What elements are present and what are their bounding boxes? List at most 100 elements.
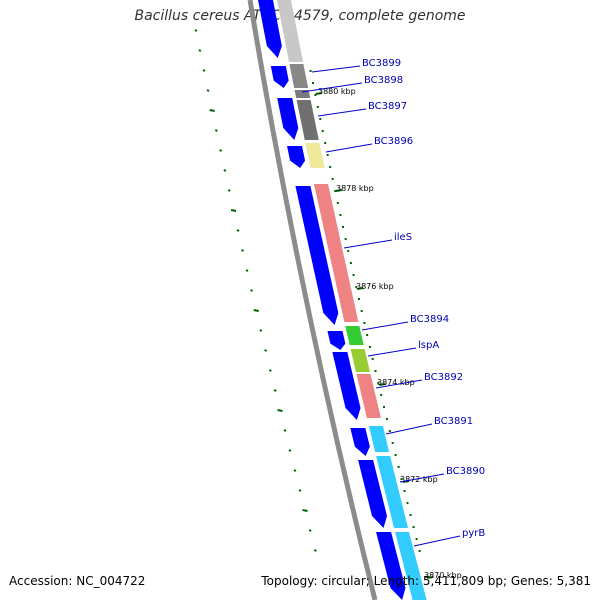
label-leader-line	[311, 65, 361, 73]
genome-info-text: Topology: circular; Length: 5,411,809 bp…	[261, 574, 591, 588]
gc-tick	[241, 249, 244, 252]
gc-tick	[302, 509, 308, 512]
scale-dot	[329, 166, 332, 168]
scale-dot	[366, 334, 369, 336]
scale-dot	[371, 358, 374, 360]
gc-tick	[277, 409, 283, 412]
scale-dot	[344, 238, 347, 240]
scale-dot	[409, 514, 412, 516]
scale-dot	[385, 418, 388, 420]
scale-dot	[352, 274, 355, 276]
strand-arrow	[350, 428, 370, 456]
scale-dot	[314, 94, 317, 96]
cog-block	[376, 456, 409, 528]
gc-tick	[298, 489, 302, 492]
gc-tick	[293, 469, 297, 472]
kbp-tick-mark	[402, 480, 409, 483]
gc-tick	[198, 49, 202, 52]
cog-block	[395, 532, 427, 600]
scale-dot	[347, 250, 350, 252]
kbp-label: 3880 kbp	[318, 87, 356, 96]
strand-arrow	[277, 98, 299, 140]
cog-block	[277, 0, 304, 62]
gc-tick	[206, 89, 210, 92]
gene-labels: BC3899 BC3898 BC3897 BC3896 ileS BC3894 lspA BC…	[301, 58, 485, 547]
strand-arrow	[358, 460, 388, 528]
cog-block	[289, 64, 309, 88]
cog-block	[296, 100, 319, 140]
gene-label-bc3894: BC3894	[410, 314, 449, 325]
scale-dot	[377, 382, 380, 384]
label-leader-line	[399, 473, 445, 483]
scale-dot	[357, 298, 360, 300]
gene-label-bc3892: BC3892	[424, 372, 463, 383]
scale-dot	[334, 190, 337, 192]
scale-dot	[388, 430, 391, 432]
strand-arrow	[270, 66, 289, 88]
gc-tick	[283, 429, 287, 432]
label-leader-line	[385, 423, 433, 435]
label-leader-line	[343, 239, 393, 249]
gc-tick	[209, 109, 215, 112]
label-leader-line	[375, 379, 423, 389]
scale-dot	[397, 466, 400, 468]
kbp-label: 3878 kbp	[336, 184, 374, 193]
gene-label-lspa: lspA	[418, 340, 439, 351]
label-leader-line	[325, 143, 373, 153]
gc-tick	[202, 69, 206, 72]
label-leader-line	[301, 82, 363, 93]
gene-label-pyrb: pyrB	[462, 528, 485, 539]
gc-tick	[259, 329, 263, 332]
scale-dot	[331, 178, 334, 180]
kbp-label: 3870 kbp	[424, 571, 462, 580]
scale-dot	[400, 478, 403, 480]
gc-tick	[223, 169, 227, 172]
map-title: Bacillus cereus ATCC 14579, complete gen…	[134, 8, 466, 24]
cog-block	[305, 143, 325, 168]
scale-dot	[349, 262, 352, 264]
gc-tick	[230, 209, 237, 212]
scale-dot	[412, 526, 415, 528]
gc-tick	[245, 269, 249, 272]
gene-label-bc3899: BC3899	[362, 58, 401, 69]
strand-arrow	[258, 0, 282, 58]
scale-dot	[383, 406, 386, 408]
cog-block	[345, 326, 364, 345]
scale-dot	[336, 202, 339, 204]
scale-dot	[309, 70, 312, 72]
gene-label-bc3890: BC3890	[446, 466, 485, 477]
strand-arrow	[287, 146, 306, 168]
gene-label-bc3891: BC3891	[434, 416, 473, 427]
gc-tick	[236, 229, 240, 232]
gc-tick	[253, 309, 259, 312]
kbp-label: 3872 kbp	[400, 475, 438, 484]
backbone-ring	[247, 0, 378, 600]
gc-tick	[194, 29, 198, 32]
gene-label-bc3897: BC3897	[368, 101, 407, 112]
scale-dot	[342, 226, 345, 228]
cog-category-blocks	[277, 0, 427, 600]
strand-arrow	[295, 186, 339, 325]
scale-dot	[324, 142, 327, 144]
label-leader-line	[317, 108, 367, 117]
gc-tick	[219, 149, 223, 152]
scale-dot	[326, 154, 329, 156]
scale-dot	[380, 394, 383, 396]
kbp-tick-mark	[335, 189, 343, 192]
kbp-tick-mark	[426, 576, 434, 579]
gc-tick	[273, 389, 277, 392]
scale-dot	[363, 322, 366, 324]
gc-content-ticks	[194, 29, 317, 552]
scale-dot	[311, 82, 314, 84]
kbp-tick-mark	[379, 383, 386, 386]
gc-tick	[264, 349, 268, 352]
scale-dot	[394, 454, 397, 456]
scale-dot	[321, 130, 324, 132]
scale-dot	[355, 286, 358, 288]
label-leader-line	[361, 321, 409, 331]
gc-tick	[308, 529, 312, 532]
kbp-tick-mark	[357, 287, 364, 290]
kbp-tick-mark	[315, 92, 322, 95]
gene-label-iles: ileS	[394, 232, 412, 243]
scale-dot	[374, 370, 377, 372]
